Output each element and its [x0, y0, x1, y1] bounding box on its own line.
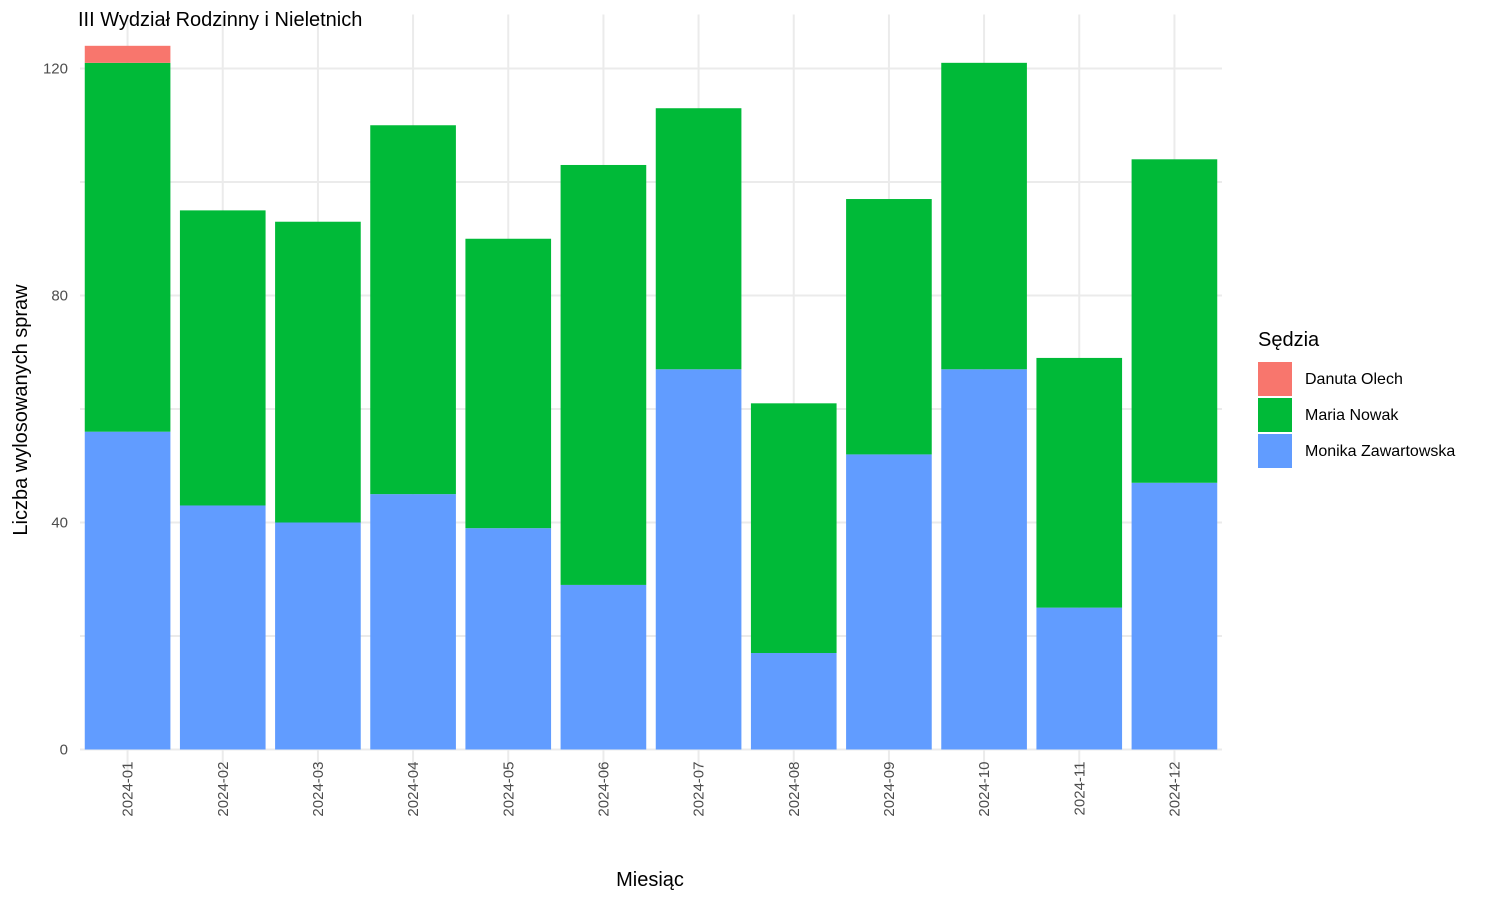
y-tick-label: 0 [60, 742, 68, 759]
x-axis-title: Miesiąc [616, 869, 684, 891]
x-tick-label: 2024-05 [500, 762, 517, 817]
legend-title: Sędzia [1258, 329, 1320, 351]
bar-segment-monika-zawartowska-2024-12 [1131, 482, 1218, 750]
bar-segment-maria-nowak-2024-04 [370, 125, 456, 495]
y-tick-label: 40 [51, 515, 68, 532]
legend: Danuta Olech Maria Nowak Monika Zawartowsk… [1258, 362, 1455, 468]
x-tick-label: 2024-02 [215, 762, 232, 817]
y-axis-title: Liczba wylosowanych spraw [10, 284, 32, 536]
x-tick-label: 2024-10 [976, 762, 993, 817]
x-tick-label: 2024-09 [881, 762, 898, 817]
legend-swatch [1258, 398, 1292, 432]
legend-swatch [1258, 362, 1292, 396]
bar-segment-maria-nowak-2024-06 [560, 164, 647, 585]
bar-segment-maria-nowak-2024-01 [84, 62, 171, 432]
y-tick-label: 120 [43, 61, 68, 78]
legend-label: Danuta Olech [1305, 371, 1403, 388]
bar-segment-monika-zawartowska-2024-04 [370, 494, 456, 750]
x-tick-label: 2024-12 [1166, 762, 1183, 817]
bar-segment-maria-nowak-2024-10 [941, 62, 1027, 370]
bar-segment-monika-zawartowska-2024-03 [275, 522, 361, 750]
x-tick-label: 2024-04 [405, 762, 422, 817]
y-tick-label: 80 [51, 288, 68, 305]
bar-segment-maria-nowak-2024-12 [1131, 159, 1218, 483]
bar-segment-danuta-olech-2024-01 [84, 45, 171, 63]
chart-title: III Wydział Rodzinny i Nieletnich [78, 9, 362, 31]
bar-segment-monika-zawartowska-2024-09 [846, 454, 932, 750]
x-tick-label: 2024-07 [691, 762, 708, 817]
bar-segment-maria-nowak-2024-08 [750, 403, 837, 654]
bar-segment-monika-zawartowska-2024-11 [1036, 607, 1123, 750]
x-tick-label: 2024-11 [1071, 762, 1088, 816]
bar-segment-monika-zawartowska-2024-06 [560, 584, 647, 750]
bar-segment-monika-zawartowska-2024-10 [941, 369, 1027, 750]
x-tick-label: 2024-08 [786, 762, 803, 817]
bar-segment-maria-nowak-2024-03 [275, 221, 361, 523]
bar-segment-maria-nowak-2024-09 [846, 199, 932, 455]
x-tick-label: 2024-03 [310, 762, 327, 817]
bar-segment-monika-zawartowska-2024-01 [84, 431, 171, 750]
y-axis-ticks: 0 40 80 120 [43, 61, 68, 759]
legend-swatch [1258, 434, 1292, 468]
bar-segment-monika-zawartowska-2024-08 [750, 653, 837, 750]
bar-segment-maria-nowak-2024-07 [655, 108, 742, 370]
x-tick-label: 2024-01 [120, 762, 137, 817]
bars [84, 45, 1218, 750]
bar-segment-monika-zawartowska-2024-07 [655, 369, 742, 750]
legend-label: Monika Zawartowska [1305, 443, 1455, 460]
x-tick-label: 2024-06 [595, 762, 612, 817]
bar-segment-monika-zawartowska-2024-02 [179, 505, 266, 750]
legend-label: Maria Nowak [1305, 407, 1399, 424]
x-axis-ticks: 2024-01 2024-02 2024-03 2024-04 2024-05 2024-… [120, 762, 1184, 817]
bar-segment-maria-nowak-2024-05 [465, 238, 552, 529]
bar-segment-maria-nowak-2024-11 [1036, 357, 1123, 608]
bar-segment-maria-nowak-2024-02 [179, 210, 266, 506]
bar-segment-monika-zawartowska-2024-05 [465, 528, 552, 750]
